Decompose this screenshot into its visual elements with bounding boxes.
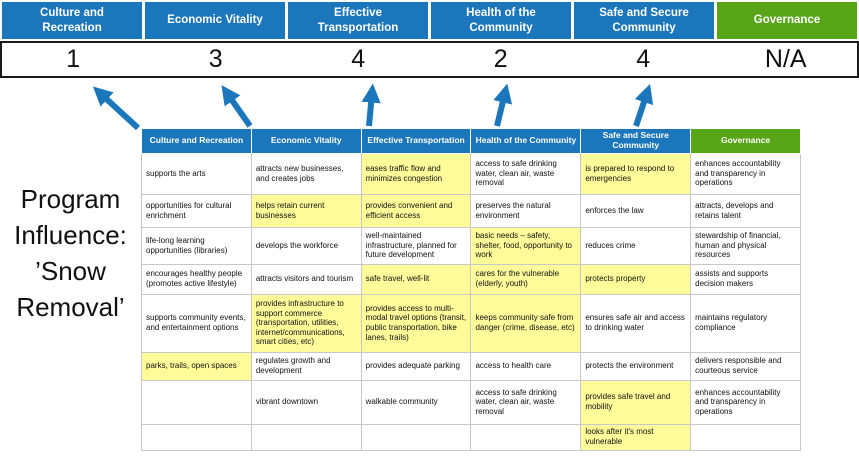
- matrix-cell-r1-c5: attracts, develops and retains talent: [690, 193, 801, 228]
- matrix-cell-r1-c4: enforces the law: [580, 193, 692, 228]
- matrix-cell-r7-c3: [470, 423, 582, 451]
- scoreboard-score-1: 3: [208, 45, 223, 73]
- matrix-cell-r1-c2: provides convenient and efficient access: [360, 193, 472, 228]
- program-caption: Program Influence: ’Snow Removal’: [14, 184, 127, 322]
- up-arrow-icon-2: [221, 85, 253, 128]
- matrix-cell-r2-c3: basic needs – safety, shelter, food, opp…: [470, 226, 582, 265]
- matrix-cell-r7-c2: [360, 423, 472, 451]
- up-arrow-icon-1: [92, 86, 141, 130]
- matrix-cell-r2-c4: reduces crime: [580, 226, 692, 265]
- matrix-cell-r4-c1: provides infrastructure to support comme…: [250, 293, 362, 353]
- matrix-cell-r4-c4: ensures safe air and access to drinking …: [580, 293, 692, 353]
- matrix-header-3: Health of the Community: [470, 128, 582, 154]
- matrix-cell-r2-c1: develops the workforce: [250, 226, 362, 265]
- matrix-cell-r6-c1: vibrant downtown: [250, 379, 362, 425]
- matrix-header-2: Effective Transportation: [360, 128, 472, 154]
- matrix-cell-r5-c0: parks, trails, open spaces: [141, 351, 252, 381]
- scoreboard-score-5: N/A: [764, 45, 807, 73]
- scoreboard-score-4: 4: [636, 45, 651, 73]
- matrix-header-0: Culture and Recreation: [141, 128, 252, 154]
- scoreboard-header-0: Culture and Recreation: [2, 2, 142, 39]
- matrix-header-4: Safe and Secure Community: [580, 128, 692, 154]
- matrix-cell-r3-c1: attracts visitors and tourism: [250, 263, 362, 295]
- scoreboard-header-4: Safe and Secure Community: [574, 2, 714, 39]
- matrix-cell-r6-c2: walkable community: [360, 379, 472, 425]
- matrix-cell-r1-c0: opportunities for cultural enrichment: [141, 193, 252, 228]
- matrix-cell-r0-c2: eases traffic flow and minimizes congest…: [360, 152, 472, 195]
- matrix-cell-r3-c2: safe travel, well-lit: [360, 263, 472, 295]
- matrix-cell-r6-c3: access to safe drinking water, clean air…: [470, 379, 582, 425]
- matrix-cell-r5-c4: protects the environment: [580, 351, 692, 381]
- scoreboard-header-2: Effective Transportation: [288, 2, 428, 39]
- matrix-cell-r6-c5: enhances accountability and transparency…: [690, 379, 801, 425]
- up-arrow-icon-4: [493, 83, 513, 127]
- scoreboard-header-5: Governance: [717, 2, 857, 39]
- matrix-header-5: Governance: [690, 128, 801, 154]
- matrix-cell-r7-c0: [141, 423, 252, 451]
- matrix-cell-r4-c5: maintains regulatory compliance: [690, 293, 801, 353]
- scoreboard-score-0: 1: [66, 45, 81, 73]
- matrix-cell-r3-c5: assists and supports decision makers: [690, 263, 801, 295]
- matrix-cell-r4-c2: provides access to multi-modal travel op…: [360, 293, 472, 353]
- matrix-cell-r7-c5: [690, 423, 801, 451]
- matrix-cell-r1-c1: helps retain current businesses: [250, 193, 362, 228]
- up-arrow-icon-3: [361, 83, 381, 127]
- matrix-cell-r2-c2: well-maintained infrastructure, planned …: [360, 226, 472, 265]
- matrix-cell-r0-c0: supports the arts: [141, 152, 252, 195]
- matrix-cell-r0-c5: enhances accountability and transparency…: [690, 152, 801, 195]
- matrix-cell-r5-c3: access to health care: [470, 351, 582, 381]
- up-arrow-icon-5: [633, 83, 654, 127]
- matrix-cell-r0-c4: is prepared to respond to emergencies: [580, 152, 692, 195]
- matrix-cell-r4-c0: supports community events, and entertain…: [141, 293, 252, 353]
- matrix-cell-r0-c3: access to safe drinking water, clean air…: [470, 152, 582, 195]
- matrix-cell-r2-c0: life-long learning opportunities (librar…: [141, 226, 252, 265]
- matrix-cell-r6-c0: [141, 379, 252, 425]
- influence-matrix: Culture and Recreation Economic Vitality E…: [141, 128, 801, 451]
- matrix-cell-r4-c3: keeps community safe from danger (crime,…: [470, 293, 582, 353]
- matrix-cell-r7-c1: [250, 423, 362, 451]
- scoreboard-header-1: Economic Vitality: [145, 2, 285, 39]
- matrix-cell-r7-c4: looks after it's most vulnerable: [580, 423, 692, 451]
- scoreboard-score-2: 4: [351, 45, 366, 73]
- matrix-cell-r3-c4: protects property: [580, 263, 692, 295]
- matrix-cell-r5-c5: delivers responsible and courteous servi…: [690, 351, 801, 381]
- scoreboard-header-3: Health of the Community: [431, 2, 571, 39]
- score-arrows: [92, 83, 654, 130]
- matrix-cell-r3-c3: cares for the vulnerable (elderly, youth…: [470, 263, 582, 295]
- scoreboard-header-row: Culture and Recreation Economic Vitality E…: [2, 2, 857, 39]
- matrix-cell-r5-c1: regulates growth and development: [250, 351, 362, 381]
- matrix-header-1: Economic Vitality: [250, 128, 362, 154]
- scoreboard-score-3: 2: [493, 45, 508, 73]
- matrix-cell-r6-c4: provides safe travel and mobility: [580, 379, 692, 425]
- matrix-cell-r1-c3: preserves the natural environment: [470, 193, 582, 228]
- matrix-cell-r0-c1: attracts new businesses, and creates job…: [250, 152, 362, 195]
- scoreboard-score-row: 1 3 4 2 4 N/A: [0, 41, 859, 78]
- matrix-cell-r3-c0: encourages healthy people (promotes acti…: [141, 263, 252, 295]
- matrix-cell-r2-c5: stewardship of financial, human and phys…: [690, 226, 801, 265]
- matrix-cell-r5-c2: provides adequate parking: [360, 351, 472, 381]
